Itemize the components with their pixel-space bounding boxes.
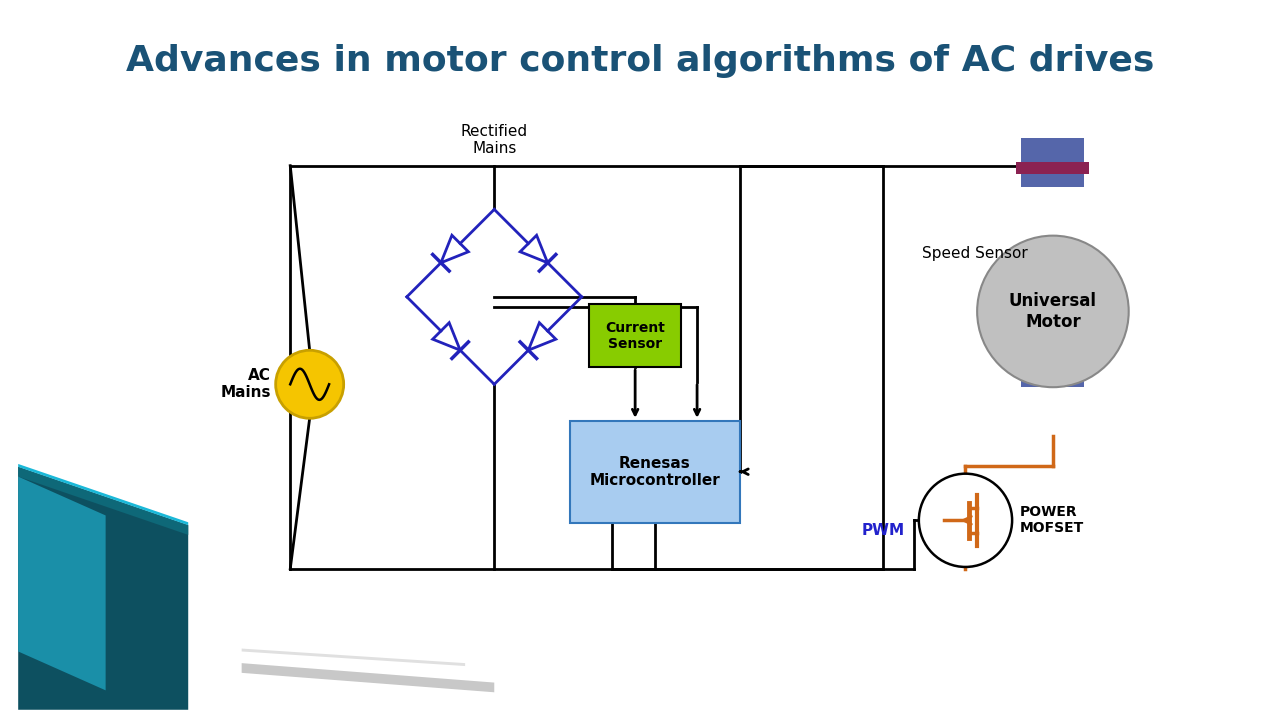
Polygon shape: [18, 464, 188, 525]
Polygon shape: [242, 663, 494, 693]
Text: POWER
MOFSET: POWER MOFSET: [1020, 505, 1084, 536]
Circle shape: [275, 351, 343, 418]
Polygon shape: [18, 467, 188, 535]
Text: PWM: PWM: [861, 523, 904, 538]
Polygon shape: [18, 467, 188, 710]
Circle shape: [977, 235, 1129, 387]
Text: Renesas
Microcontroller: Renesas Microcontroller: [589, 456, 719, 488]
Text: Advances in motor control algorithms of AC drives: Advances in motor control algorithms of …: [125, 44, 1155, 78]
Text: AC
Mains: AC Mains: [220, 368, 271, 400]
Bar: [1016, 162, 1089, 174]
Bar: [1021, 338, 1084, 387]
Polygon shape: [242, 649, 465, 666]
Polygon shape: [18, 477, 106, 690]
Circle shape: [919, 474, 1012, 567]
Text: Speed Sensor: Speed Sensor: [922, 246, 1028, 261]
Bar: [589, 304, 681, 367]
Bar: [570, 420, 740, 523]
Text: Universal
Motor: Universal Motor: [1009, 292, 1097, 330]
Bar: [1021, 138, 1084, 187]
Text: Current
Sensor: Current Sensor: [605, 320, 666, 351]
Text: Rectified
Mains: Rectified Mains: [461, 124, 527, 156]
